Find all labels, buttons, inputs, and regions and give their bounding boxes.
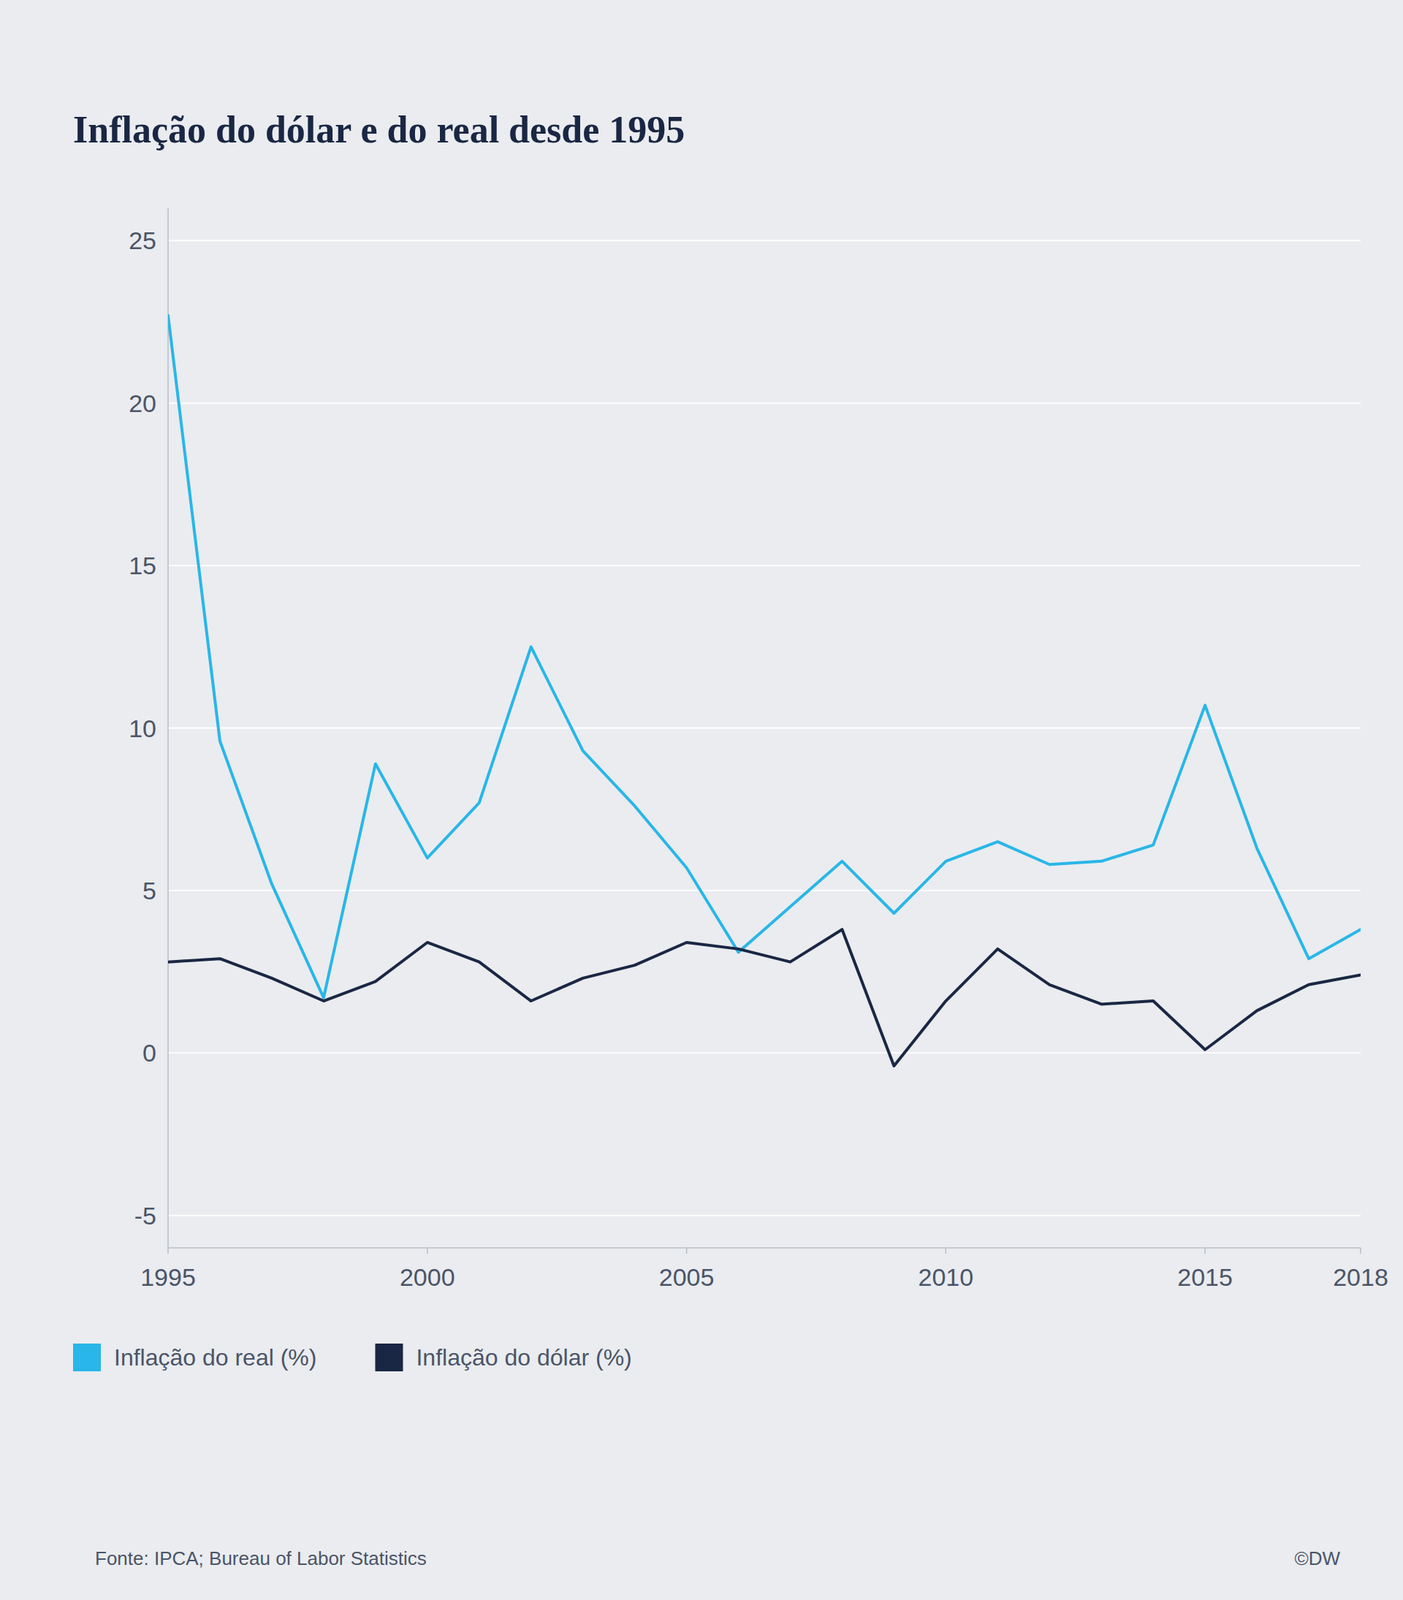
- x-tick-label: 2010: [918, 1263, 975, 1292]
- grid-line: [168, 1052, 1361, 1054]
- x-tick-label: 2005: [659, 1263, 715, 1292]
- x-tick: [1359, 1248, 1362, 1254]
- background: [0, 0, 1403, 1600]
- y-axis-line: [167, 208, 169, 1249]
- x-axis-line: [168, 1247, 1361, 1249]
- copyright-note: ©DW: [1294, 1547, 1341, 1570]
- grid-line: [168, 240, 1361, 242]
- grid: [168, 240, 1361, 1216]
- x-tick: [1204, 1248, 1206, 1254]
- legend-swatch: [374, 1343, 403, 1372]
- grid-line: [168, 564, 1361, 567]
- source-note: Fonte: IPCA; Bureau of Labor Statistics: [94, 1547, 427, 1570]
- y-tick-label: 5: [142, 876, 157, 905]
- x-tick: [686, 1248, 688, 1254]
- x-tick: [945, 1248, 948, 1254]
- y-tick-label: 10: [128, 714, 157, 743]
- y-tick-label: 20: [128, 389, 157, 418]
- x-tick: [426, 1248, 429, 1254]
- y-tick-label: 0: [142, 1039, 157, 1067]
- legend-label: Inflação do dólar (%): [415, 1344, 632, 1371]
- series-line: [168, 929, 1361, 1067]
- lines: [168, 315, 1361, 1067]
- x-tick-label: 1995: [140, 1263, 196, 1292]
- y-tick-label: 15: [128, 551, 157, 580]
- legend-label: Inflação do real (%): [113, 1344, 317, 1371]
- x-tick-label: 2000: [399, 1263, 456, 1292]
- legend-swatch: [73, 1343, 101, 1372]
- grid-line: [168, 402, 1361, 405]
- grid-line: [168, 1215, 1361, 1217]
- y-tick-label: 25: [128, 226, 157, 255]
- chart: Inflação do dólar e do real desde 1995 -5…: [0, 0, 1403, 1600]
- y-tick-label: -5: [134, 1202, 157, 1230]
- legend: Inflação do real (%) Inflação do dólar (%…: [73, 1343, 633, 1372]
- title: Inflação do dólar e do real desde 1995: [73, 108, 685, 151]
- grid-line: [168, 727, 1361, 730]
- series-line: [168, 315, 1361, 999]
- x-tick-label: 2018: [1332, 1263, 1389, 1292]
- x-tick-label: 2015: [1177, 1263, 1233, 1292]
- x-tick: [167, 1248, 169, 1254]
